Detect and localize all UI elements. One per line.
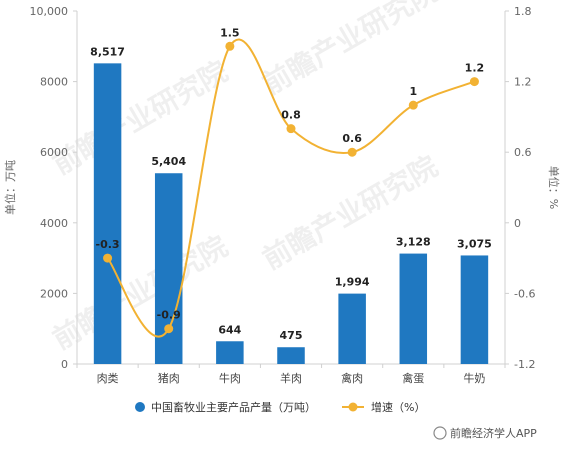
- credit-group: 前瞻经济学人APP: [433, 426, 537, 440]
- y-right-tick-label: -1.2: [514, 358, 535, 371]
- growth-point: [408, 100, 418, 110]
- legend-line-label: 增速（%）: [371, 400, 425, 414]
- bar: [216, 341, 244, 364]
- growth-data-label: 1.5: [220, 26, 240, 39]
- legend: 中国畜牧业主要产品产量（万吨） 增速（%）: [135, 400, 425, 414]
- growth-point: [286, 124, 296, 134]
- y-right-tick-label: 0: [514, 217, 521, 230]
- bar-data-label: 3,128: [396, 236, 431, 249]
- bar-data-label: 475: [280, 329, 303, 342]
- growth-point: [164, 324, 174, 334]
- growth-point: [225, 41, 235, 51]
- growth-data-label: 0.6: [342, 132, 362, 145]
- bar: [399, 253, 428, 364]
- axes-group: 0 2000 4000 6000 8000 10,000 -1.2 -0.6 0 0.6 1.2 1.…: [3, 5, 561, 385]
- growth-point: [469, 77, 479, 87]
- growth-data-label: -0.3: [96, 238, 120, 251]
- x-category-label: 肉类: [97, 371, 119, 385]
- credit-text: 前瞻经济学人APP: [450, 426, 537, 440]
- x-category-label: 禽蛋: [402, 371, 424, 385]
- y-right-tick-label: 1.2: [514, 76, 532, 89]
- legend-bar-label: 中国畜牧业主要产品产量（万吨）: [151, 400, 316, 414]
- x-category-label: 牛肉: [219, 371, 241, 385]
- y-axis-right-title: 单位：%: [547, 166, 561, 209]
- x-category-label: 牛奶: [463, 371, 485, 385]
- growth-data-label: -0.9: [157, 309, 181, 322]
- y-left-tick-label: 6000: [40, 146, 68, 159]
- bar: [93, 63, 122, 364]
- y-right-tick-label: 0.6: [514, 146, 532, 159]
- y-left-tick-label: 8000: [40, 76, 68, 89]
- bar: [277, 347, 305, 364]
- growth-point: [347, 147, 357, 157]
- legend-line-marker: [348, 402, 358, 412]
- bar-data-label: 3,075: [457, 237, 492, 250]
- growth-data-label: 1: [409, 85, 417, 98]
- watermark-text: 前瞻产业研究院: [47, 54, 233, 181]
- data-labels-group: 8,517 5,404 644 475 1,994 3,128 3,075 -0.3 -0.9 1…: [90, 26, 492, 342]
- bar-data-label: 8,517: [90, 45, 125, 58]
- bar: [338, 293, 366, 364]
- bar-data-label: 644: [218, 323, 241, 336]
- y-right-tick-label: 1.8: [514, 5, 532, 18]
- bar-data-label: 1,994: [335, 276, 370, 289]
- growth-line-group: [103, 38, 479, 338]
- legend-bar-marker: [135, 402, 145, 412]
- y-left-tick-label: 10,000: [30, 5, 69, 18]
- credit-logo-icon: [433, 426, 447, 440]
- bar-data-label: 5,404: [151, 155, 186, 168]
- growth-data-label: 0.8: [281, 109, 301, 122]
- watermark-text: 前瞻产业研究院: [47, 229, 233, 356]
- y-left-tick-label: 2000: [40, 287, 68, 300]
- x-category-label: 猪肉: [158, 372, 180, 385]
- x-category-label: 禽肉: [341, 371, 363, 385]
- growth-point: [103, 253, 113, 263]
- y-left-tick-label: 4000: [40, 217, 68, 230]
- growth-data-label: 1.2: [465, 62, 485, 75]
- bar: [154, 173, 183, 364]
- y-left-tick-label: 0: [61, 358, 68, 371]
- y-right-tick-label: -0.6: [514, 287, 535, 300]
- y-axis-left-title: 单位：万吨: [3, 160, 17, 215]
- bar: [460, 255, 489, 364]
- x-category-label: 羊肉: [280, 371, 302, 385]
